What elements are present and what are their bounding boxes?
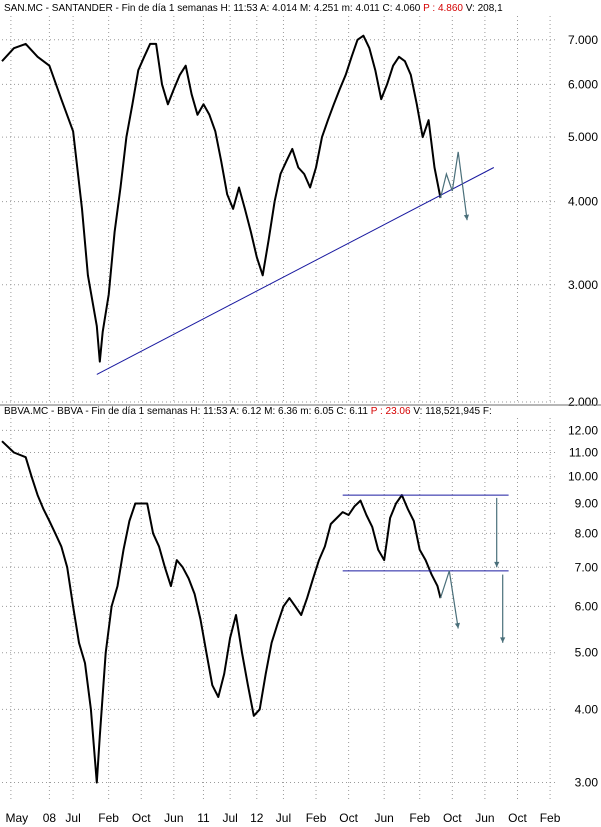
san-header-field: V: 208,1 [463,3,503,14]
san-header-field: m: 4.011 [339,3,380,14]
bbva-header-field: m: 6.05 [298,406,335,417]
y-tick-label: 3.000 [568,278,598,292]
projection-arrow-path [439,151,468,221]
x-tick-label: 08 [43,811,57,825]
x-tick-label: May [5,811,28,825]
y-tick-label: 2.000 [568,395,598,409]
y-tick-label: 7.00 [575,560,599,574]
bbva-header-field: P : 23.06 [368,406,411,417]
price-series-line [1,440,442,784]
x-tick-label: Jun [164,811,183,825]
time-axis: May 08 Jul Feb Oct Jun 11 Jul 12 Jul Feb Oct Jun Feb O… [5,811,560,825]
x-tick-label: Feb [98,811,119,825]
bbva-header-field: M: 6.36 [261,406,298,417]
x-tick-label: 12 [250,811,264,825]
x-tick-label: Jul [65,811,80,825]
y-tick-label: 4.00 [575,702,599,716]
san-header-title: SAN.MC - SANTANDER - Fin de día 1 semana… [4,3,218,14]
x-tick-label: Jun [374,811,393,825]
san-header-field: P : 4.860 [420,3,463,14]
y-tick-label: 4.000 [568,195,598,209]
bbva-header-field: A: 6.12 [227,406,261,417]
san-header-field: M: 4.251 [297,3,339,14]
x-tick-label: Feb [306,811,327,825]
bbva-header-field: C: 6.11 [334,406,369,417]
y-tick-label: 11.00 [569,445,598,459]
bbva-price-panel: BBVA.MC - BBVA - Fin de día 1 semanas H:… [1,406,599,800]
x-tick-label: Oct [443,811,462,825]
bbva-panel-header: BBVA.MC - BBVA - Fin de día 1 semanas H:… [4,406,492,417]
y-tick-label: 6.000 [568,77,598,91]
bbva-header-title: BBVA.MC - BBVA - Fin de día 1 semanas [4,406,188,417]
projection-arrow-head [500,637,506,643]
san-price-panel: SAN.MC - SANTANDER - Fin de día 1 semana… [1,3,598,409]
y-tick-label: 5.000 [568,130,598,144]
x-tick-label: Jun [475,811,494,825]
y-tick-label: 12.00 [568,423,598,437]
y-tick-label: 7.000 [568,33,598,47]
y-tick-label: 5.00 [575,646,599,660]
bbva-header-field: F: [480,406,492,417]
san-header-field: A: 4.014 [258,3,298,14]
san-header-field: C: 4.060 [380,3,421,14]
projection-arrow-head [463,214,470,221]
x-tick-label: Jul [222,811,237,825]
x-tick-label: Jul [276,811,291,825]
y-tick-label: 10.00 [568,470,598,484]
price-series-line [1,34,442,363]
x-tick-label: 11 [197,811,210,825]
projection-arrow-head [494,561,500,568]
projection-arrow-head [454,622,460,629]
x-tick-label: Feb [540,811,561,825]
projection-arrow-path [439,570,459,629]
y-tick-label: 9.00 [575,496,599,510]
x-tick-label: Oct [339,811,358,825]
trend-line [96,167,495,375]
san-panel-header: SAN.MC - SANTANDER - Fin de día 1 semana… [4,3,503,14]
x-tick-label: Oct [132,811,151,825]
y-tick-label: 6.00 [575,599,599,613]
bbva-header-field: V: 118,521,945 [411,406,481,417]
y-tick-label: 8.00 [575,526,599,540]
san-header-field: H: 11:53 [218,3,258,14]
x-tick-label: Oct [508,811,527,825]
y-tick-label: 3.00 [575,775,599,789]
x-tick-label: Feb [409,811,430,825]
bbva-header-field: H: 11:53 [188,406,228,417]
